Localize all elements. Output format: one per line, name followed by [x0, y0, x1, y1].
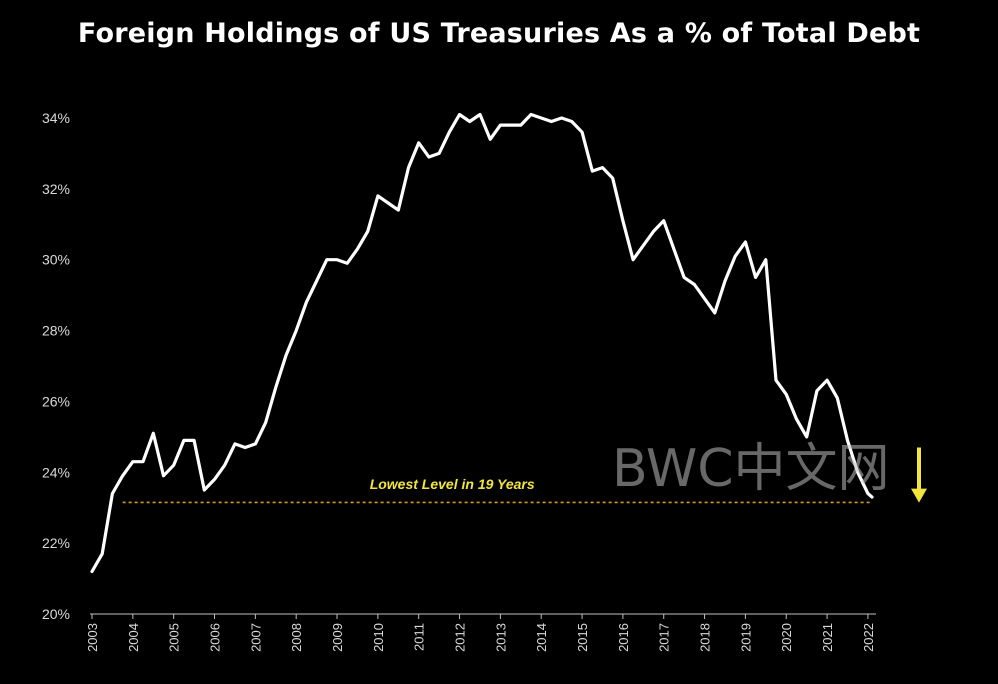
chart-title: Foreign Holdings of US Treasuries As a %…	[77, 18, 921, 49]
x-tick-label: 2011	[412, 623, 427, 651]
x-tick-label: 2013	[493, 623, 508, 652]
y-tick-label: 26%	[42, 393, 70, 409]
x-tick-label: 2017	[657, 623, 672, 652]
x-tick-label: 2019	[738, 623, 753, 652]
x-tick-label: 2003	[85, 623, 100, 652]
watermark: BWC中文网	[612, 439, 890, 499]
y-tick-label: 30%	[42, 252, 70, 268]
annotation-layer: Lowest Level in 19 Years	[370, 447, 927, 503]
x-tick-label: 2022	[861, 623, 876, 652]
y-tick-label: 24%	[42, 464, 70, 480]
x-tick-label: 2015	[575, 623, 590, 652]
y-tick-label: 20%	[42, 606, 70, 622]
x-tick-label: 2005	[167, 623, 182, 652]
x-tick-label: 2021	[820, 623, 835, 652]
x-tick-label: 2010	[371, 623, 386, 652]
y-tick-label: 34%	[42, 110, 70, 126]
x-tick-label: 2016	[616, 623, 631, 652]
x-tick-label: 2009	[330, 623, 345, 652]
x-tick-label: 2008	[289, 623, 304, 652]
annotation-lowest-level: Lowest Level in 19 Years	[370, 476, 535, 492]
down-arrow-head	[911, 488, 927, 503]
series-layer	[90, 112, 874, 574]
x-tick-label: 2014	[534, 623, 549, 652]
x-tick-label: 2012	[453, 623, 468, 652]
x-axis: 2003 2004 2005 2006 2007 2008 2009 2010 2011 2012…	[85, 613, 876, 652]
y-tick-label: 32%	[42, 181, 70, 197]
series-line	[90, 112, 874, 574]
y-axis-ticks: 20% 22% 24% 26% 28% 30% 32% 34%	[42, 110, 70, 622]
x-tick-label: 2018	[698, 623, 713, 652]
x-tick-label: 2007	[248, 623, 263, 652]
x-tick-label: 2004	[126, 623, 141, 652]
y-tick-label: 28%	[42, 323, 70, 339]
y-tick-label: 22%	[42, 535, 70, 551]
x-tick-label: 2020	[779, 623, 794, 652]
x-tick-label: 2006	[208, 623, 223, 652]
